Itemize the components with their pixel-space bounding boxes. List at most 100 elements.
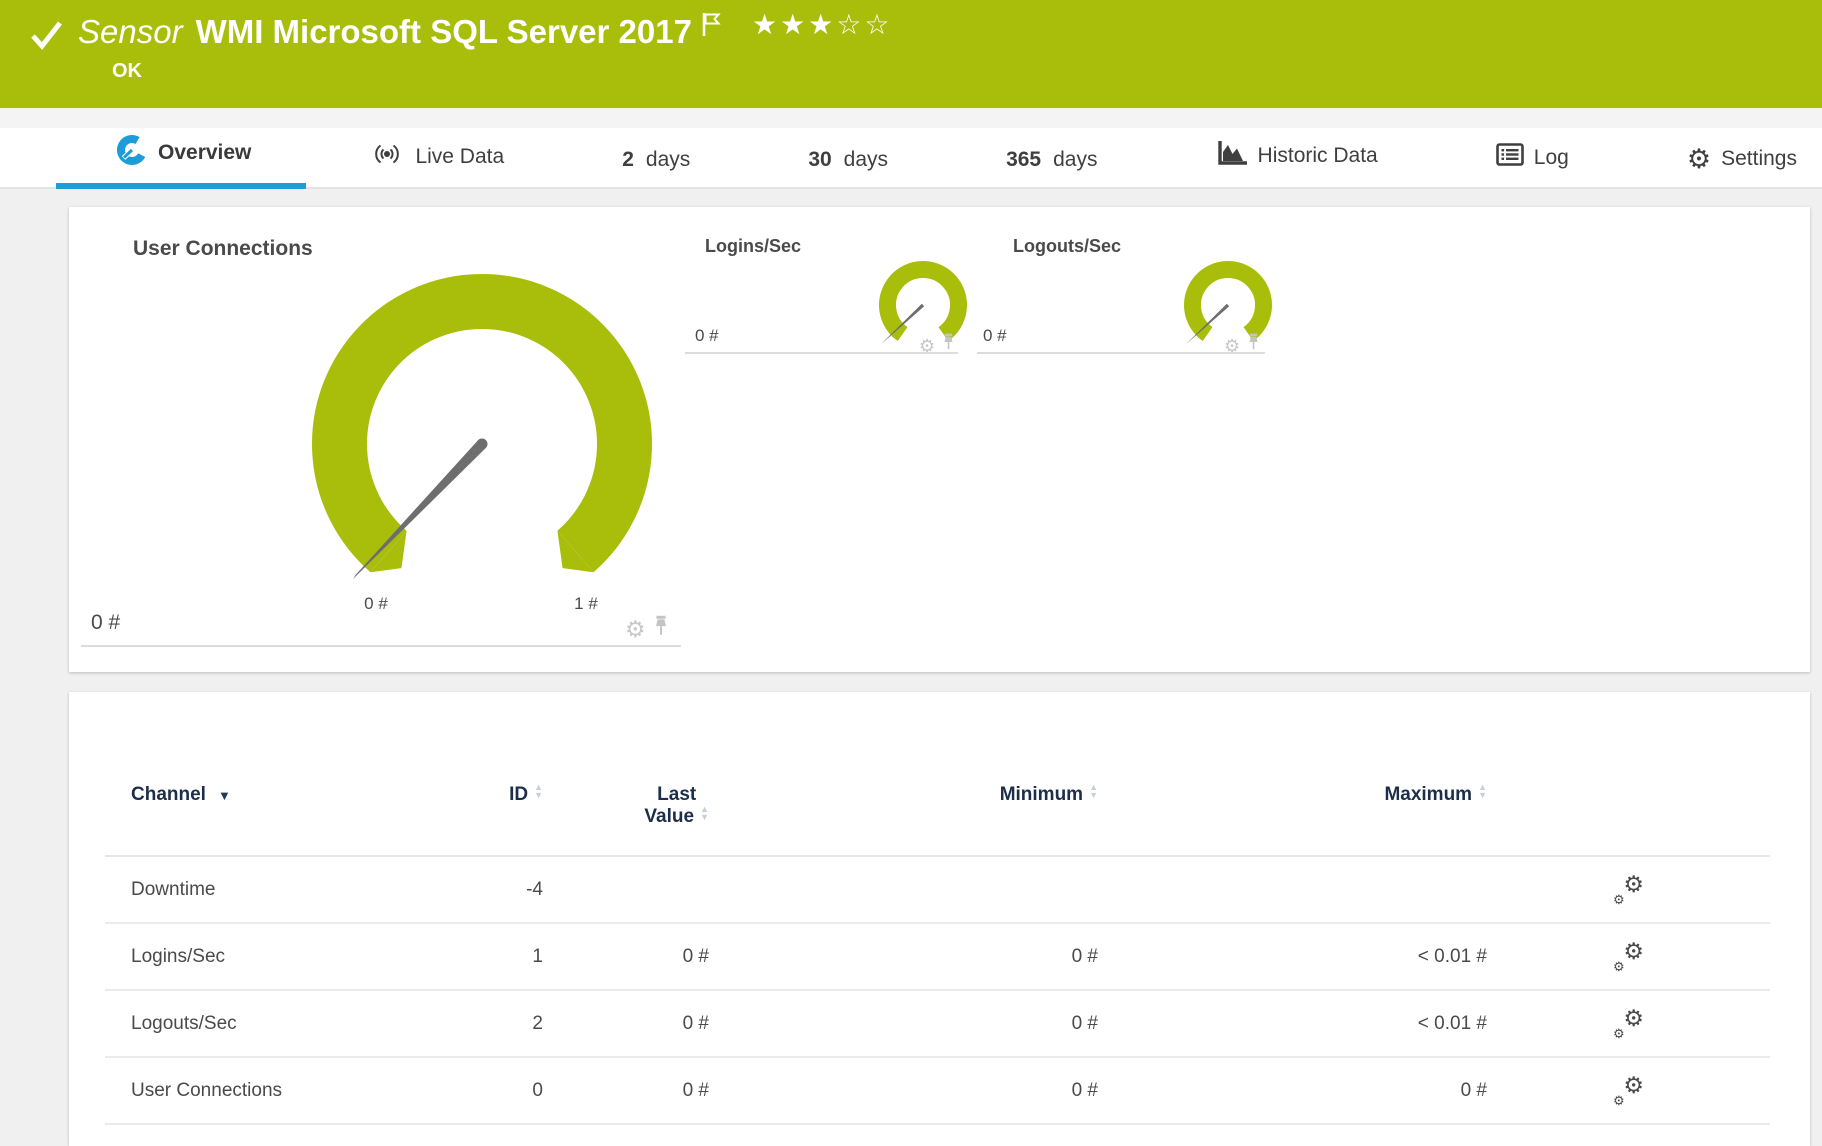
live-data-icon xyxy=(369,142,405,172)
column-label: Last xyxy=(657,784,697,805)
table-row: Downtime -4 ⚙ ⚙ xyxy=(105,857,1770,924)
channel-settings-gears-icon[interactable]: ⚙ ⚙ xyxy=(1613,1071,1644,1108)
tab-label: Settings xyxy=(1721,147,1797,170)
column-header-maximum[interactable]: Maximum ▲ ▼ xyxy=(1098,782,1487,855)
logouts-gauge xyxy=(1184,261,1272,345)
gear-icon[interactable]: ⚙ xyxy=(625,616,646,642)
star-filled-icon[interactable]: ★ xyxy=(751,9,781,40)
sort-desc-icon: ▼ xyxy=(217,788,231,803)
channel-actions-cell: ⚙ ⚙ xyxy=(1487,870,1770,907)
gauge-toolbar: ⚙ xyxy=(625,615,669,641)
star-filled-icon[interactable]: ★ xyxy=(780,9,809,40)
channel-table-panel: Channel ▼ ID ▲ ▼ Last Value ▲ ▼ Minimum ▲ ▼ Ma… xyxy=(69,692,1810,1146)
tab-label: Live Data xyxy=(415,145,505,168)
gear-icon[interactable]: ⚙ xyxy=(1224,336,1241,356)
logins-value: 0 # xyxy=(695,326,719,345)
gauge-needle xyxy=(1185,303,1230,345)
star-filled-icon[interactable]: ★ xyxy=(808,9,837,40)
tab-label: days xyxy=(1053,148,1098,171)
object-kind-label: Sensor xyxy=(78,13,183,50)
priority-stars[interactable]: ★★★☆☆ xyxy=(752,8,893,41)
channel-name-cell: Logins/Sec xyxy=(131,945,226,967)
channel-last-value-cell: 0 # xyxy=(682,1079,709,1101)
gauge-needle xyxy=(353,440,486,579)
tab-label: Log xyxy=(1533,145,1569,169)
channel-maximum-cell: < 0.01 # xyxy=(1417,1012,1487,1034)
tab-label: days xyxy=(843,148,889,171)
gear-icon[interactable]: ⚙ xyxy=(919,336,936,356)
tab-number: 30 xyxy=(808,148,832,171)
gauge-scale-min: 0 # xyxy=(364,594,388,613)
column-header-id[interactable]: ID ▲ ▼ xyxy=(405,783,543,855)
pin-icon[interactable] xyxy=(653,615,669,641)
column-label: Value xyxy=(644,806,695,827)
channel-last-value-cell: 0 # xyxy=(682,1012,709,1034)
user-connections-value: 0 # xyxy=(91,611,121,634)
table-row: Logins/Sec 1 0 # 0 # < 0.01 # ⚙ ⚙ xyxy=(105,924,1770,991)
tab-365-days[interactable]: 365 days xyxy=(1006,148,1097,172)
divider xyxy=(977,352,1265,354)
pin-icon[interactable] xyxy=(1247,333,1260,355)
tab-number: 365 xyxy=(1006,148,1042,171)
tab-overview[interactable]: Overview xyxy=(116,134,251,172)
pin-icon[interactable] xyxy=(942,333,955,355)
channel-name-cell: Logouts/Sec xyxy=(131,1012,237,1034)
tab-30-days[interactable]: 30 days xyxy=(808,148,888,172)
column-label: Maximum xyxy=(1384,784,1473,805)
column-header-channel[interactable]: Channel ▼ xyxy=(105,784,405,855)
channel-settings-gears-icon[interactable]: ⚙ ⚙ xyxy=(1613,1004,1644,1041)
column-header-actions xyxy=(1487,784,1770,855)
channel-id-cell: 0 xyxy=(532,1079,543,1101)
user-connections-gauge xyxy=(312,273,652,579)
channel-id-cell: -4 xyxy=(526,878,543,900)
column-header-minimum[interactable]: Minimum ▲ ▼ xyxy=(709,782,1098,855)
priority-flag-icon[interactable] xyxy=(700,10,724,43)
status-badge: OK xyxy=(112,60,142,82)
gauge-panel-title: User Connections xyxy=(133,237,313,260)
channel-settings-gears-icon[interactable]: ⚙ ⚙ xyxy=(1613,937,1644,974)
column-label: Minimum xyxy=(999,784,1084,805)
channel-id-cell: 2 xyxy=(532,1012,543,1034)
channel-maximum-cell: < 0.01 # xyxy=(1417,945,1487,967)
tab-2-days[interactable]: 2 days xyxy=(622,148,690,172)
star-outline-icon[interactable]: ☆ xyxy=(864,9,893,40)
tab-label: days xyxy=(645,148,691,171)
tab-settings[interactable]: ⚙ Settings xyxy=(1687,146,1797,173)
channel-minimum-cell: 0 # xyxy=(1071,1012,1098,1034)
gauge-icon xyxy=(116,134,148,172)
column-header-last-value[interactable]: Last Value ▲ ▼ xyxy=(543,784,709,855)
channel-name-cell: User Connections xyxy=(131,1079,283,1101)
logins-title: Logins/Sec xyxy=(705,236,802,256)
channel-name-cell: Downtime xyxy=(131,878,216,900)
channel-actions-cell: ⚙ ⚙ xyxy=(1487,1071,1770,1108)
channel-minimum-cell: 0 # xyxy=(1071,945,1098,967)
tab-log[interactable]: Log xyxy=(1495,143,1569,172)
sort-icon: ▲ ▼ xyxy=(1089,782,1098,800)
historic-data-icon xyxy=(1216,140,1248,172)
logins-gauge xyxy=(879,261,967,345)
channel-settings-gears-icon[interactable]: ⚙ ⚙ xyxy=(1613,870,1644,907)
star-outline-icon[interactable]: ☆ xyxy=(836,9,865,40)
sensor-title-row: Sensor WMI Microsoft SQL Server 2017 ★★★… xyxy=(30,9,893,57)
divider xyxy=(685,352,958,354)
content-area: User Connections 0 # 0 # 1 # ⚙ Logins/Se… xyxy=(0,189,1822,1146)
tab-live-data[interactable]: Live Data xyxy=(369,142,504,172)
table-row: User Connections 0 0 # 0 # 0 # ⚙ ⚙ xyxy=(105,1058,1770,1125)
sort-icon: ▲ ▼ xyxy=(1478,782,1487,800)
divider xyxy=(81,645,681,647)
table-row: Logouts/Sec 2 0 # 0 # < 0.01 # ⚙ ⚙ xyxy=(105,991,1770,1058)
column-label: Channel xyxy=(131,784,206,805)
channel-minimum-cell: 0 # xyxy=(1071,1079,1098,1101)
gauge-needle xyxy=(880,303,925,345)
sort-icon: ▲ ▼ xyxy=(700,804,709,822)
gauges-panel: User Connections 0 # 0 # 1 # ⚙ Logins/Se… xyxy=(69,207,1810,672)
active-tab-underline xyxy=(56,183,306,189)
tab-bar: Overview Live Data 2 days xyxy=(0,108,1822,189)
channel-actions-cell: ⚙ ⚙ xyxy=(1487,1004,1770,1041)
log-icon xyxy=(1495,143,1524,172)
gauge-toolbar: ⚙ xyxy=(1224,333,1260,355)
tab-label: Overview xyxy=(158,141,252,164)
gauges-canvas xyxy=(312,261,1272,579)
tab-historic-data[interactable]: Historic Data xyxy=(1216,140,1378,172)
channel-maximum-cell: 0 # xyxy=(1460,1079,1487,1101)
